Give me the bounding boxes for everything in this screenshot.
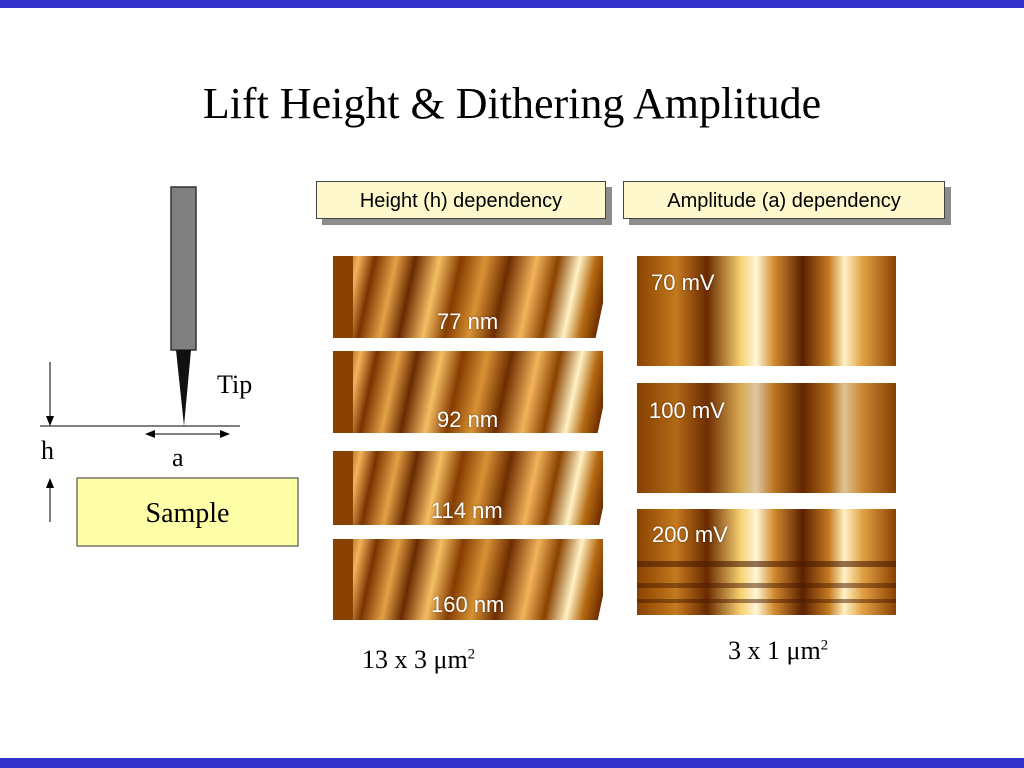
a-label: a — [172, 443, 184, 472]
probe-tip — [176, 350, 191, 426]
afm-label-77nm: 77 nm — [437, 309, 499, 334]
h-arrow-up-head — [46, 478, 54, 488]
afm-image-70mv — [637, 256, 896, 366]
afm-image-100mv — [637, 383, 896, 493]
afm-image-92nm — [333, 351, 603, 433]
amplitude-dependency-header: Amplitude (a) dependency — [623, 181, 945, 219]
height-scale-prefix: 13 x 3 — [362, 645, 434, 674]
a-arrow-left-head — [145, 430, 155, 438]
afm-label-92nm: 92 nm — [437, 407, 499, 432]
afm-label-160nm: 160 nm — [431, 592, 505, 617]
sample-block — [76, 477, 299, 547]
a-arrow-right-head — [220, 430, 230, 438]
amplitude-scale-prefix: 3 x 1 — [728, 636, 787, 665]
slide-title: Lift Height & Dithering Amplitude — [202, 79, 822, 128]
afm-image-200mv — [637, 509, 896, 615]
tip-label: Tip — [217, 370, 253, 399]
afm-image-114nm — [333, 451, 603, 525]
height-scale-label: 13 x 3 μm2 — [362, 645, 475, 675]
afm-label-100mv: 100 mV — [649, 398, 725, 423]
tip-sample-diagram — [40, 186, 299, 547]
sample-label: Sample — [145, 498, 230, 529]
amplitude-scale-unit: μm — [786, 636, 821, 665]
height-scale-exp: 2 — [467, 646, 476, 663]
cantilever — [170, 186, 197, 351]
afm-image-160nm — [333, 539, 603, 620]
afm-label-114nm: 114 nm — [431, 498, 503, 523]
amplitude-scale-exp: 2 — [820, 637, 829, 654]
afm-label-200mv: 200 mV — [652, 522, 728, 547]
top-accent-bar — [0, 0, 1024, 8]
afm-label-70mv: 70 mV — [651, 270, 715, 295]
afm-image-77nm — [333, 256, 603, 338]
bottom-accent-bar — [0, 758, 1024, 768]
amplitude-scale-label: 3 x 1 μm2 — [728, 636, 828, 666]
height-dependency-header: Height (h) dependency — [316, 181, 606, 219]
height-scale-unit: μm — [433, 645, 468, 674]
h-arrow-down-head — [46, 416, 54, 426]
h-label: h — [41, 436, 54, 465]
